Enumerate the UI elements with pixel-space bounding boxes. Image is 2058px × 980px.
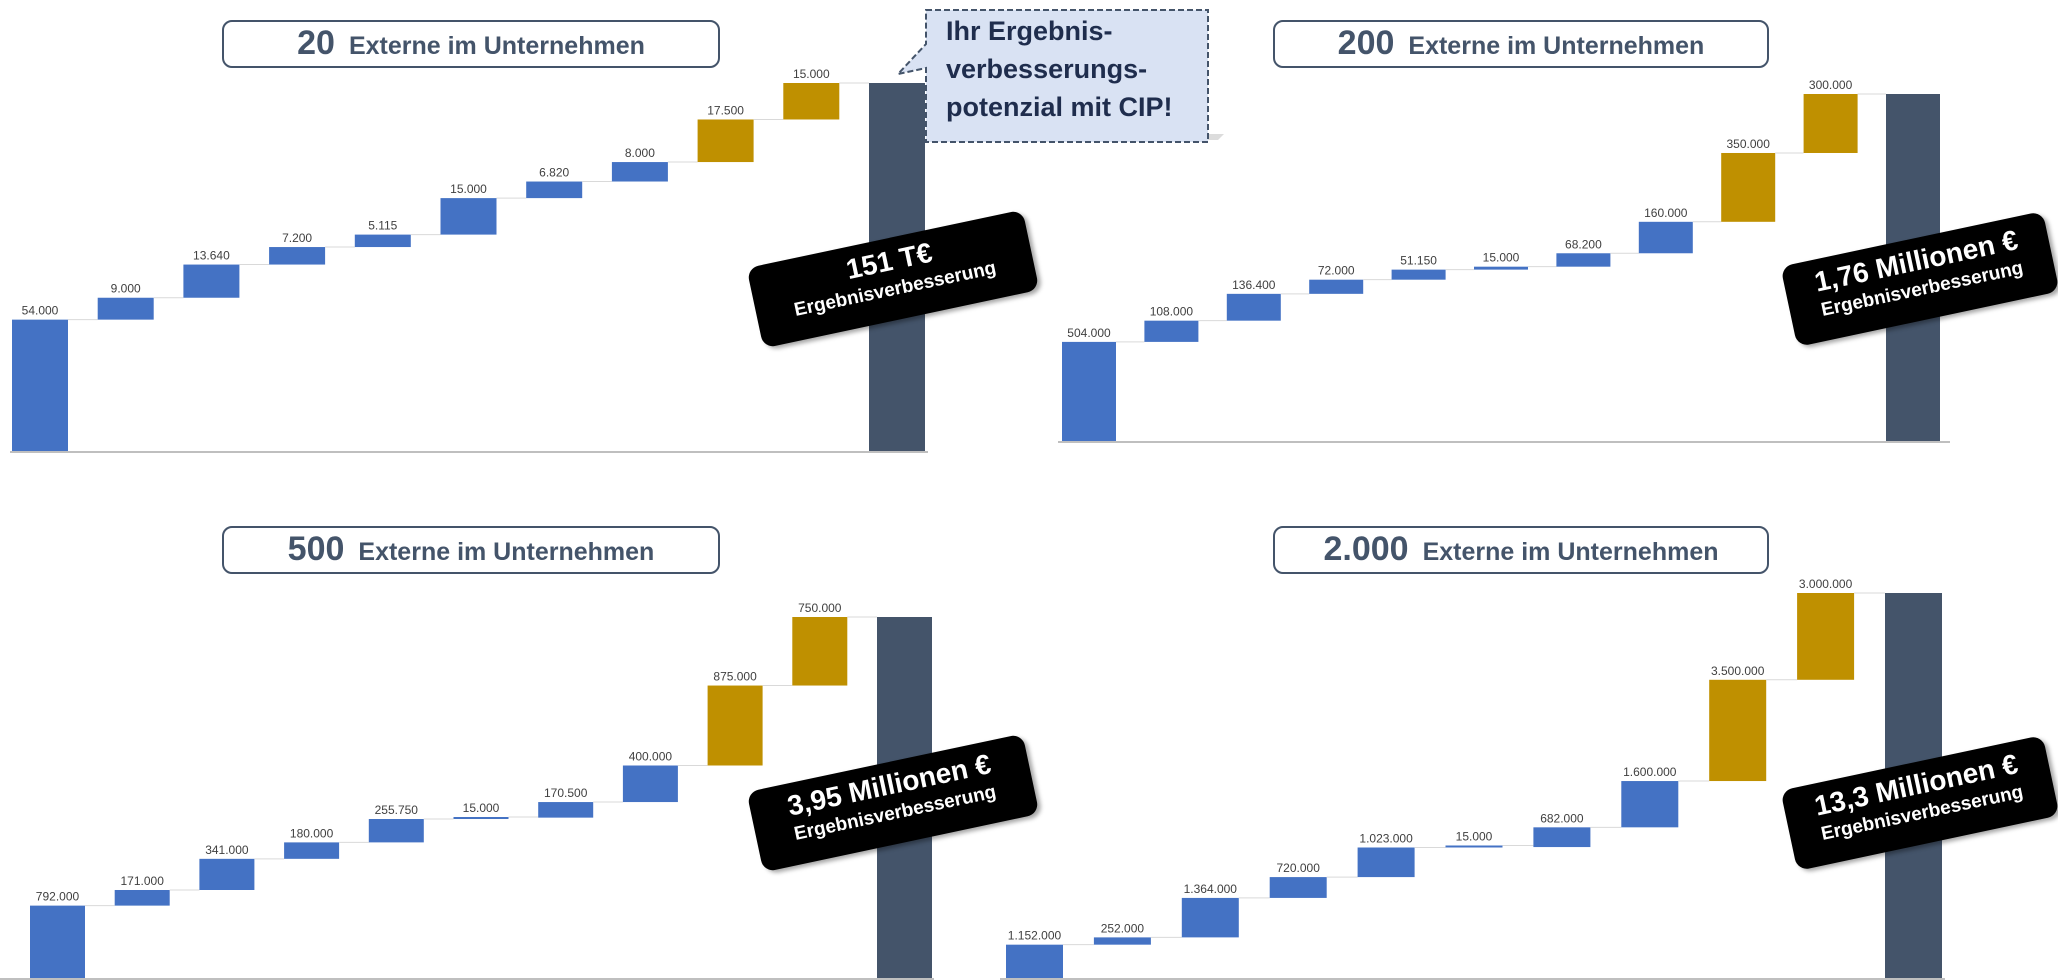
data-label: 108.000 <box>1150 305 1194 319</box>
waterfall-bar <box>1803 94 1858 153</box>
waterfall-bar <box>440 198 497 235</box>
data-label: 400.000 <box>629 750 673 764</box>
waterfall-bar <box>707 685 763 766</box>
data-label: 3.000.000 <box>1799 577 1853 591</box>
data-label: 252.000 <box>1101 921 1145 935</box>
waterfall-bar <box>1638 221 1693 254</box>
callout-line: verbesserungs- <box>946 54 1148 84</box>
data-label: 5.115 <box>368 219 397 233</box>
waterfall-bar <box>538 802 594 818</box>
data-label: 750.000 <box>798 601 842 615</box>
waterfall-bar <box>453 817 509 820</box>
waterfall-bar <box>1093 937 1151 945</box>
data-label: 15.000 <box>1456 829 1493 843</box>
title-number: 2.000 <box>1323 530 1409 568</box>
data-label: 792.000 <box>36 890 80 904</box>
waterfall-bar <box>1006 944 1063 978</box>
waterfall-bar <box>1391 269 1446 280</box>
title-text: Externe im Unternehmen <box>1408 32 1705 60</box>
chart-title-20: 20 Externe im Unternehmen <box>222 20 720 68</box>
waterfall-bar <box>1533 827 1591 848</box>
waterfall-bar <box>526 181 583 199</box>
data-label: 51.150 <box>1400 254 1437 268</box>
callout-line: potenzial mit CIP! <box>946 92 1173 122</box>
waterfall-bar <box>1709 679 1767 782</box>
data-label: 180.000 <box>290 826 334 840</box>
chart-title-200: 200 Externe im Unternehmen <box>1273 20 1769 68</box>
title-number: 20 <box>297 24 335 62</box>
waterfall-bar <box>97 297 154 320</box>
data-label: 136.400 <box>1232 278 1276 292</box>
data-label: 350.000 <box>1727 137 1771 151</box>
waterfall-bar <box>1797 593 1855 680</box>
waterfall-bar <box>1474 266 1528 270</box>
waterfall-bar <box>30 905 85 978</box>
waterfall-bar <box>1269 877 1327 898</box>
title-text: Externe im Unternehmen <box>348 32 645 60</box>
waterfall-bar <box>1357 847 1415 878</box>
data-label: 1.364.000 <box>1184 882 1238 896</box>
data-label: 72.000 <box>1318 264 1355 278</box>
data-label: 9.000 <box>111 282 141 296</box>
waterfall-bar <box>354 234 411 248</box>
data-label: 171.000 <box>121 874 165 888</box>
data-label: 720.000 <box>1277 861 1321 875</box>
data-label: 7.200 <box>282 231 312 245</box>
data-label: 682.000 <box>1540 811 1584 825</box>
waterfall-bar <box>622 765 678 803</box>
data-label: 15.000 <box>793 67 830 81</box>
waterfall-bar <box>1309 279 1364 294</box>
waterfall-bar <box>1721 152 1776 222</box>
data-label: 341.000 <box>205 843 249 857</box>
waterfall-bar <box>269 247 326 265</box>
data-label: 15.000 <box>450 182 487 196</box>
waterfall-bar <box>697 119 754 163</box>
chart-title-500: 500 Externe im Unternehmen <box>222 526 720 574</box>
data-label: 300.000 <box>1809 78 1853 92</box>
data-label: 3.500.000 <box>1711 664 1765 678</box>
waterfall-bar <box>1062 341 1116 441</box>
waterfall-bar <box>199 858 255 890</box>
data-label: 1.600.000 <box>1623 765 1677 779</box>
waterfall-bar <box>1226 293 1281 321</box>
callout-line: Ihr Ergebnis- <box>946 16 1113 46</box>
data-label: 255.750 <box>375 803 419 817</box>
data-label: 15.000 <box>1483 251 1520 265</box>
waterfall-bar <box>1556 253 1611 267</box>
data-label: 54.000 <box>22 304 59 318</box>
title-number: 500 <box>287 530 345 568</box>
data-label: 13.640 <box>193 249 230 263</box>
waterfall-bar <box>1181 897 1239 938</box>
title-text: Externe im Unternehmen <box>358 538 655 566</box>
waterfall-bar <box>12 319 68 451</box>
waterfall-bar <box>284 842 340 859</box>
data-label: 1.023.000 <box>1359 831 1413 845</box>
data-label: 160.000 <box>1644 206 1688 220</box>
speech-bubble-callout <box>896 9 1224 143</box>
waterfall-bar <box>1621 781 1679 828</box>
callout-text: Ihr Ergebnis- verbesserungs- potenzial m… <box>946 12 1216 126</box>
waterfall-bar <box>792 617 848 686</box>
waterfall-bar <box>183 264 240 298</box>
waterfall-bar <box>1144 320 1199 342</box>
waterfall-bar <box>1445 845 1503 848</box>
data-label: 170.500 <box>544 786 588 800</box>
title-text: Externe im Unternehmen <box>1422 538 1719 566</box>
data-label: 875.000 <box>713 670 757 684</box>
waterfall-bar <box>114 889 170 906</box>
waterfall-bar <box>368 819 424 843</box>
data-label: 17.500 <box>707 103 744 117</box>
chart-title-2000: 2.000 Externe im Unternehmen <box>1273 526 1769 574</box>
waterfall-bar <box>611 162 668 182</box>
data-label: 504.000 <box>1067 326 1111 340</box>
data-label: 15.000 <box>463 801 500 815</box>
data-label: 68.200 <box>1565 237 1602 251</box>
data-label: 1.152.000 <box>1008 929 1062 943</box>
title-number: 200 <box>1337 24 1395 62</box>
data-label: 8.000 <box>625 146 655 160</box>
data-label: 6.820 <box>539 166 569 180</box>
waterfall-bar <box>783 83 840 120</box>
